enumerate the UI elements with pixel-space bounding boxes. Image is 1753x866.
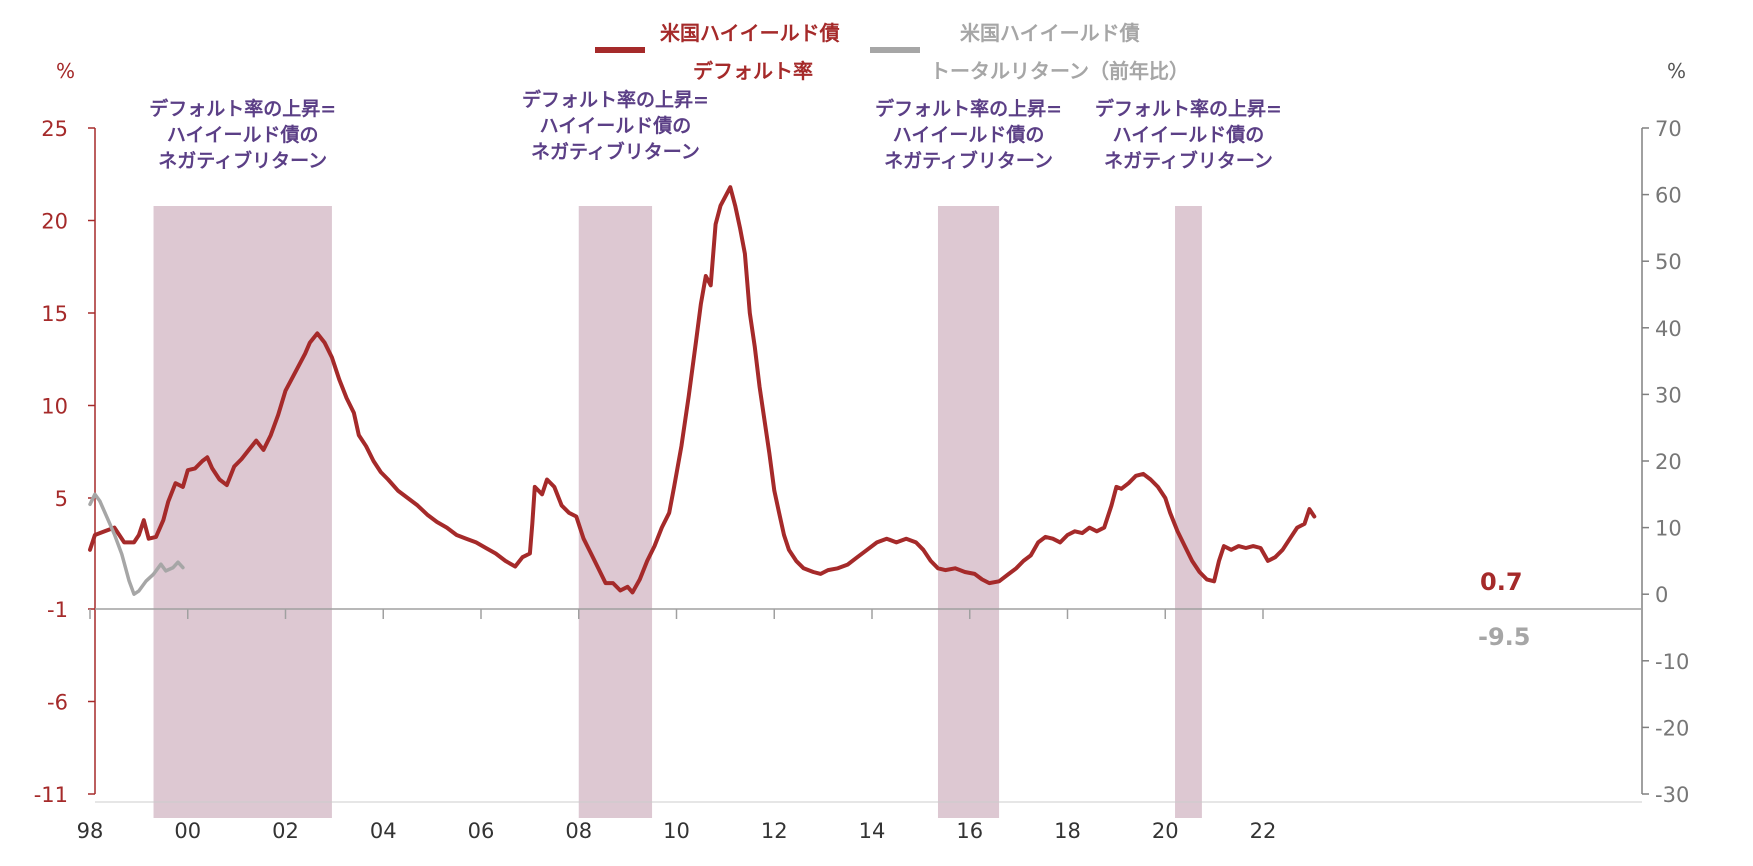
right-tick-label: -20 [1655, 716, 1689, 740]
annotation-3-line-2: ハイイールド債の [893, 123, 1045, 146]
legend-label-total-return-2: トータルリターン（前年比） [930, 59, 1189, 83]
x-tick-label: 22 [1250, 819, 1277, 843]
annotations: デフォルト率の上昇=ハイイールド債のネガティブリターンデフォルト率の上昇=ハイイ… [149, 88, 1282, 172]
series-lines [88, 185, 1317, 596]
series-line-default-rate [88, 185, 1317, 595]
series-line-total-return [88, 492, 185, 596]
x-tick-label: 00 [174, 819, 201, 843]
right-tick-label: 20 [1655, 450, 1682, 474]
right-tick-label: -30 [1655, 783, 1689, 807]
x-tick-label: 10 [663, 819, 690, 843]
x-tick-label: 08 [565, 819, 592, 843]
right-tick-label: 50 [1655, 250, 1682, 274]
annotation-4-line-3: ネガティブリターン [1104, 149, 1273, 172]
left-axis-unit: % [56, 59, 75, 83]
right-axis-unit: % [1667, 59, 1686, 83]
annotation-1-line-1: デフォルト率の上昇= [149, 97, 336, 120]
right-tick-label: 30 [1655, 383, 1682, 407]
left-tick-label: -1 [47, 598, 68, 622]
left-tick-label: 25 [41, 117, 68, 141]
total-return-end-label: -9.5 [1478, 623, 1530, 651]
annotation-3-line-1: デフォルト率の上昇= [875, 97, 1062, 120]
right-tick-label: -10 [1655, 650, 1689, 674]
annotation-4-line-1: デフォルト率の上昇= [1095, 97, 1282, 120]
legend-label-default-rate-1: 米国ハイイールド債 [660, 21, 840, 45]
x-tick-label: 02 [272, 819, 299, 843]
legend-label-total-return-1: 米国ハイイールド債 [960, 21, 1140, 45]
annotation-2-line-2: ハイイールド債の [540, 114, 692, 137]
shaded-period-1 [153, 206, 332, 818]
x-tick-label: 06 [468, 819, 495, 843]
right-tick-label: 60 [1655, 184, 1682, 208]
axes: % % 25 20 15 10 5 -1 -6 -11 70 60 50 40 30 20 10 0 -10 -20 -… [34, 59, 1690, 843]
annotation-2-line-3: ネガティブリターン [531, 140, 700, 163]
annotation-3-line-3: ネガティブリターン [884, 149, 1053, 172]
right-tick-label: 10 [1655, 517, 1682, 541]
shaded-period-2 [578, 206, 653, 818]
right-tick-label: 40 [1655, 317, 1682, 341]
x-tick-label: 12 [761, 819, 788, 843]
right-tick-label: 0 [1655, 583, 1668, 607]
x-tick-label: 18 [1054, 819, 1081, 843]
left-tick-label: 5 [55, 487, 68, 511]
x-tick-label: 04 [370, 819, 397, 843]
shaded-periods [153, 206, 1202, 818]
shaded-period-4 [1175, 206, 1202, 818]
left-tick-label: 10 [41, 395, 68, 419]
x-tick-label: 98 [77, 819, 104, 843]
left-tick-label: -6 [47, 691, 68, 715]
annotation-1-line-3: ネガティブリターン [158, 149, 327, 172]
left-tick-label: 20 [41, 210, 68, 234]
legend-label-default-rate-2: デフォルト率 [693, 59, 813, 83]
annotation-1-line-2: ハイイールド債の [167, 123, 319, 146]
left-tick-label: -11 [34, 783, 68, 807]
x-tick-label: 16 [956, 819, 983, 843]
left-tick-label: 15 [41, 302, 68, 326]
annotation-4-line-2: ハイイールド債の [1113, 123, 1265, 146]
annotation-2-line-1: デフォルト率の上昇= [522, 88, 709, 111]
x-tick-label: 20 [1152, 819, 1179, 843]
shaded-period-3 [937, 206, 1000, 818]
right-tick-label: 70 [1655, 117, 1682, 141]
x-tick-label: 14 [859, 819, 886, 843]
default-rate-end-label: 0.7 [1480, 568, 1523, 596]
